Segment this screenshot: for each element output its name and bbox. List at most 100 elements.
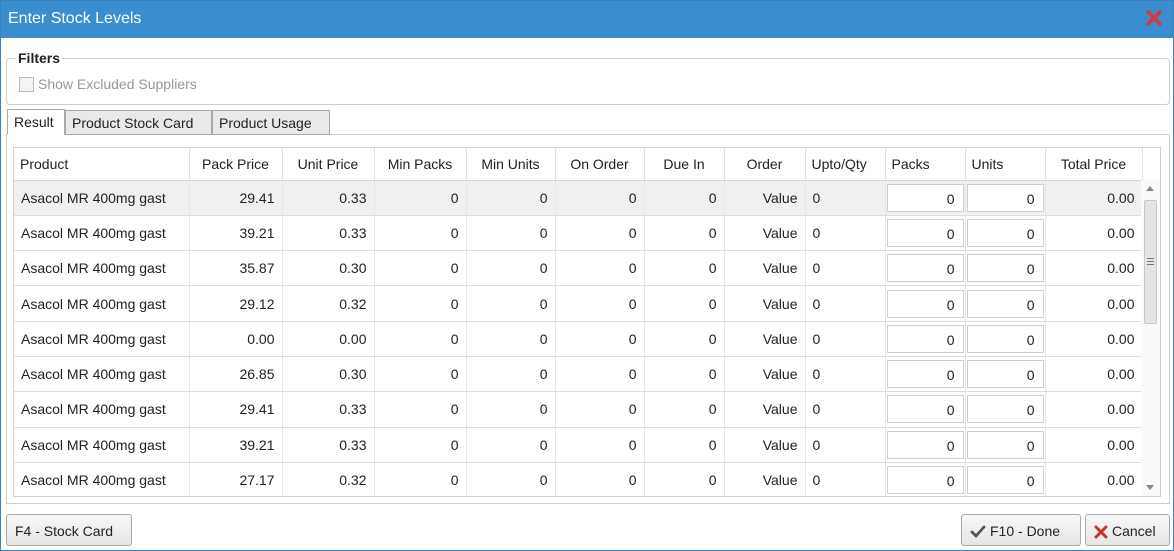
col-header-pack-price[interactable]: Pack Price	[189, 148, 283, 181]
cell-total-price: 0.00	[1045, 180, 1143, 216]
packs-input[interactable]: 0	[886, 430, 964, 459]
tab-panel	[6, 134, 1170, 504]
cell-pack-price: 27.17	[189, 462, 283, 496]
cancel-button[interactable]: Cancel	[1085, 514, 1170, 546]
col-header-units[interactable]: Units	[965, 148, 1046, 181]
packs-input[interactable]: 0	[886, 254, 964, 283]
table-body: Asacol MR 400mg gast 29.41 0.33 0 0 0 0 Value 0 0…	[14, 180, 1143, 496]
cell-product: Asacol MR 400mg gast	[14, 462, 190, 496]
units-input[interactable]: 0	[966, 254, 1044, 283]
units-input[interactable]: 0	[966, 430, 1044, 459]
cell-product: Asacol MR 400mg gast	[14, 427, 190, 463]
done-button[interactable]: F10 - Done	[961, 514, 1081, 546]
col-header-due-in[interactable]: Due In	[644, 148, 725, 181]
col-header-upto-qty[interactable]: Upto/Qty	[805, 148, 886, 181]
table-row[interactable]: Asacol MR 400mg gast 29.12 0.32 0 0 0 0 Value 0 0…	[14, 285, 1143, 322]
cell-on-order: 0	[555, 250, 645, 287]
vertical-scrollbar[interactable]	[1141, 180, 1160, 496]
units-input[interactable]: 0	[966, 360, 1044, 389]
cell-units: 0	[965, 285, 1046, 322]
scrollbar-thumb[interactable]	[1144, 200, 1157, 324]
cell-unit-price: 0.32	[282, 285, 375, 322]
cell-product: Asacol MR 400mg gast	[14, 180, 190, 216]
cell-packs: 0	[885, 427, 966, 463]
packs-input[interactable]: 0	[886, 395, 964, 424]
x-icon	[1094, 525, 1108, 539]
cell-total-price: 0.00	[1045, 285, 1143, 322]
tab-product-usage[interactable]: Product Usage	[212, 110, 330, 135]
packs-input[interactable]: 0	[886, 289, 964, 318]
show-excluded-suppliers-checkbox[interactable]	[19, 77, 34, 92]
cell-pack-price: 26.85	[189, 356, 283, 393]
col-header-product[interactable]: Product	[14, 148, 190, 181]
cell-due-in: 0	[644, 391, 725, 428]
table-row[interactable]: Asacol MR 400mg gast 27.17 0.32 0 0 0 0 Value 0 0…	[14, 462, 1143, 496]
cell-total-price: 0.00	[1045, 321, 1143, 357]
cell-min-units: 0	[466, 250, 556, 287]
cell-unit-price: 0.30	[282, 356, 375, 393]
packs-input[interactable]: 0	[886, 360, 964, 389]
cancel-button-label: Cancel	[1112, 523, 1156, 539]
packs-input[interactable]: 0	[886, 324, 964, 353]
cell-due-in: 0	[644, 356, 725, 393]
cell-min-packs: 0	[374, 462, 467, 496]
grip-icon	[1147, 258, 1154, 259]
cell-units: 0	[965, 180, 1046, 216]
cell-product: Asacol MR 400mg gast	[14, 285, 190, 322]
packs-input[interactable]: 0	[886, 183, 964, 212]
cell-packs: 0	[885, 250, 966, 287]
close-icon[interactable]	[1143, 7, 1165, 29]
cell-on-order: 0	[555, 285, 645, 322]
units-input[interactable]: 0	[966, 324, 1044, 353]
show-excluded-suppliers-option[interactable]: Show Excluded Suppliers	[19, 76, 197, 92]
tab-product-stock-card[interactable]: Product Stock Card	[65, 110, 212, 135]
cell-min-units: 0	[466, 462, 556, 496]
cell-packs: 0	[885, 391, 966, 428]
table-row[interactable]: Asacol MR 400mg gast 39.21 0.33 0 0 0 0 Value 0 0…	[14, 215, 1143, 252]
packs-input[interactable]: 0	[886, 218, 964, 247]
packs-input[interactable]: 0	[886, 466, 964, 495]
col-header-unit-price[interactable]: Unit Price	[282, 148, 375, 181]
col-header-total-price[interactable]: Total Price	[1045, 148, 1143, 181]
col-header-order[interactable]: Order	[724, 148, 806, 181]
table-row[interactable]: Asacol MR 400mg gast 26.85 0.30 0 0 0 0 Value 0 0…	[14, 356, 1143, 393]
units-input[interactable]: 0	[966, 395, 1044, 424]
cell-min-packs: 0	[374, 285, 467, 322]
scroll-up-arrow-icon[interactable]	[1146, 186, 1154, 191]
cell-pack-price: 0.00	[189, 321, 283, 357]
stock-card-button[interactable]: F4 - Stock Card	[6, 514, 132, 546]
table-row[interactable]: Asacol MR 400mg gast 29.41 0.33 0 0 0 0 Value 0 0…	[14, 391, 1143, 428]
table-row[interactable]: Asacol MR 400mg gast 29.41 0.33 0 0 0 0 Value 0 0…	[14, 180, 1143, 216]
cell-unit-price: 0.33	[282, 391, 375, 428]
col-header-min-units[interactable]: Min Units	[466, 148, 556, 181]
done-button-label: F10 - Done	[990, 523, 1061, 539]
cell-order: Value	[724, 427, 806, 463]
cell-packs: 0	[885, 215, 966, 252]
table-row[interactable]: Asacol MR 400mg gast 39.21 0.33 0 0 0 0 Value 0 0…	[14, 427, 1143, 463]
cell-unit-price: 0.33	[282, 215, 375, 252]
table-row[interactable]: Asacol MR 400mg gast 0.00 0.00 0 0 0 0 Value 0 0 0…	[14, 321, 1143, 357]
cell-upto-qty: 0	[805, 321, 886, 357]
col-header-min-packs[interactable]: Min Packs	[374, 148, 467, 181]
cell-min-packs: 0	[374, 391, 467, 428]
cell-upto-qty: 0	[805, 180, 886, 216]
units-input[interactable]: 0	[966, 289, 1044, 318]
cell-min-packs: 0	[374, 427, 467, 463]
tab-result[interactable]: Result	[7, 109, 65, 135]
cell-unit-price: 0.33	[282, 180, 375, 216]
units-input[interactable]: 0	[966, 218, 1044, 247]
cell-product: Asacol MR 400mg gast	[14, 250, 190, 287]
window-title: Enter Stock Levels	[8, 10, 142, 27]
col-header-packs[interactable]: Packs	[885, 148, 966, 181]
cell-upto-qty: 0	[805, 285, 886, 322]
filters-legend: Filters	[16, 50, 63, 66]
cell-min-packs: 0	[374, 356, 467, 393]
cell-units: 0	[965, 427, 1046, 463]
table-row[interactable]: Asacol MR 400mg gast 35.87 0.30 0 0 0 0 Value 0 0…	[14, 250, 1143, 287]
col-header-on-order[interactable]: On Order	[555, 148, 645, 181]
cell-total-price: 0.00	[1045, 356, 1143, 393]
units-input[interactable]: 0	[966, 183, 1044, 212]
scroll-down-arrow-icon[interactable]	[1146, 485, 1154, 490]
units-input[interactable]: 0	[966, 466, 1044, 495]
cell-units: 0	[965, 462, 1046, 496]
